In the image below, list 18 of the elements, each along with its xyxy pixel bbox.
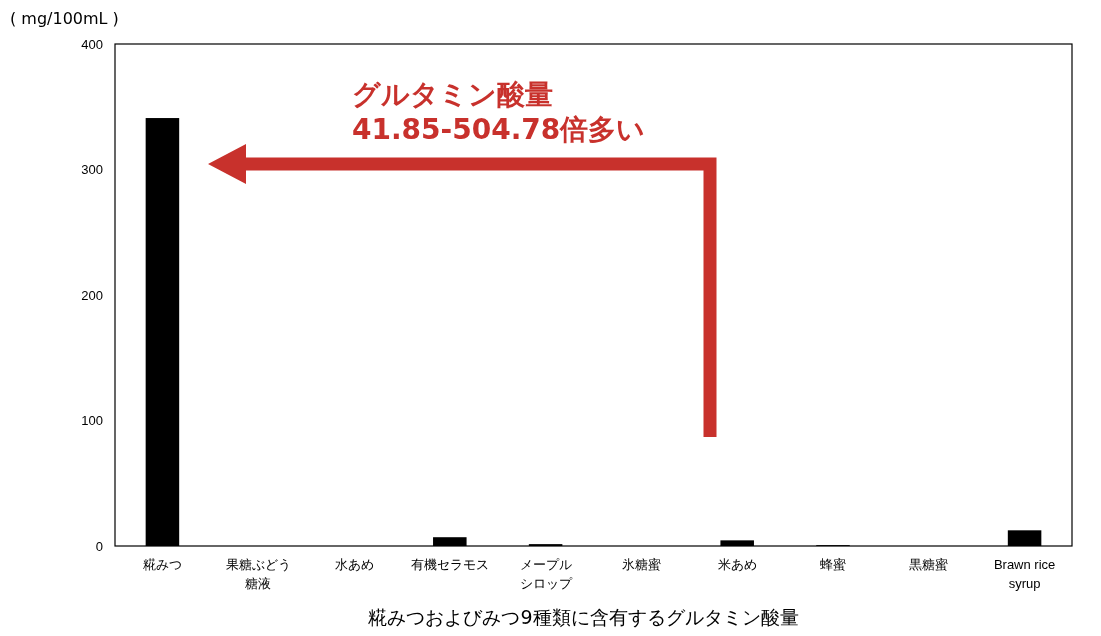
y-axis-title: ( mg/100mL ) xyxy=(10,9,119,28)
x-tick-label: 氷糖蜜 xyxy=(621,557,661,573)
x-tick-label: 果糖ぶどう糖液 xyxy=(225,557,291,592)
x-tick-label: 糀みつ xyxy=(142,557,182,573)
x-tick-label: 水あめ xyxy=(334,557,374,573)
x-tick-label: メープルシロップ xyxy=(519,557,573,592)
y-tick-label: 400 xyxy=(81,36,103,52)
y-tick-label: 100 xyxy=(81,413,103,429)
y-tick-label: 0 xyxy=(95,538,103,554)
y-tick-label: 300 xyxy=(81,162,103,178)
x-tick-label: 黒糖蜜 xyxy=(909,557,949,573)
x-tick-label: 蜂蜜 xyxy=(819,557,846,573)
y-tick-label: 200 xyxy=(81,287,103,303)
x-tick-label: Brawn rice syrup xyxy=(993,557,1056,592)
x-tick-label: 有機セラモス xyxy=(410,557,489,573)
x-tick-label: 米あめ xyxy=(717,557,757,573)
annotation: グルタミン酸量 41.85-504.78倍多い xyxy=(352,78,646,146)
text: 糀みつおよびみつ9種類に含有するグルタミン酸量 xyxy=(368,606,799,628)
